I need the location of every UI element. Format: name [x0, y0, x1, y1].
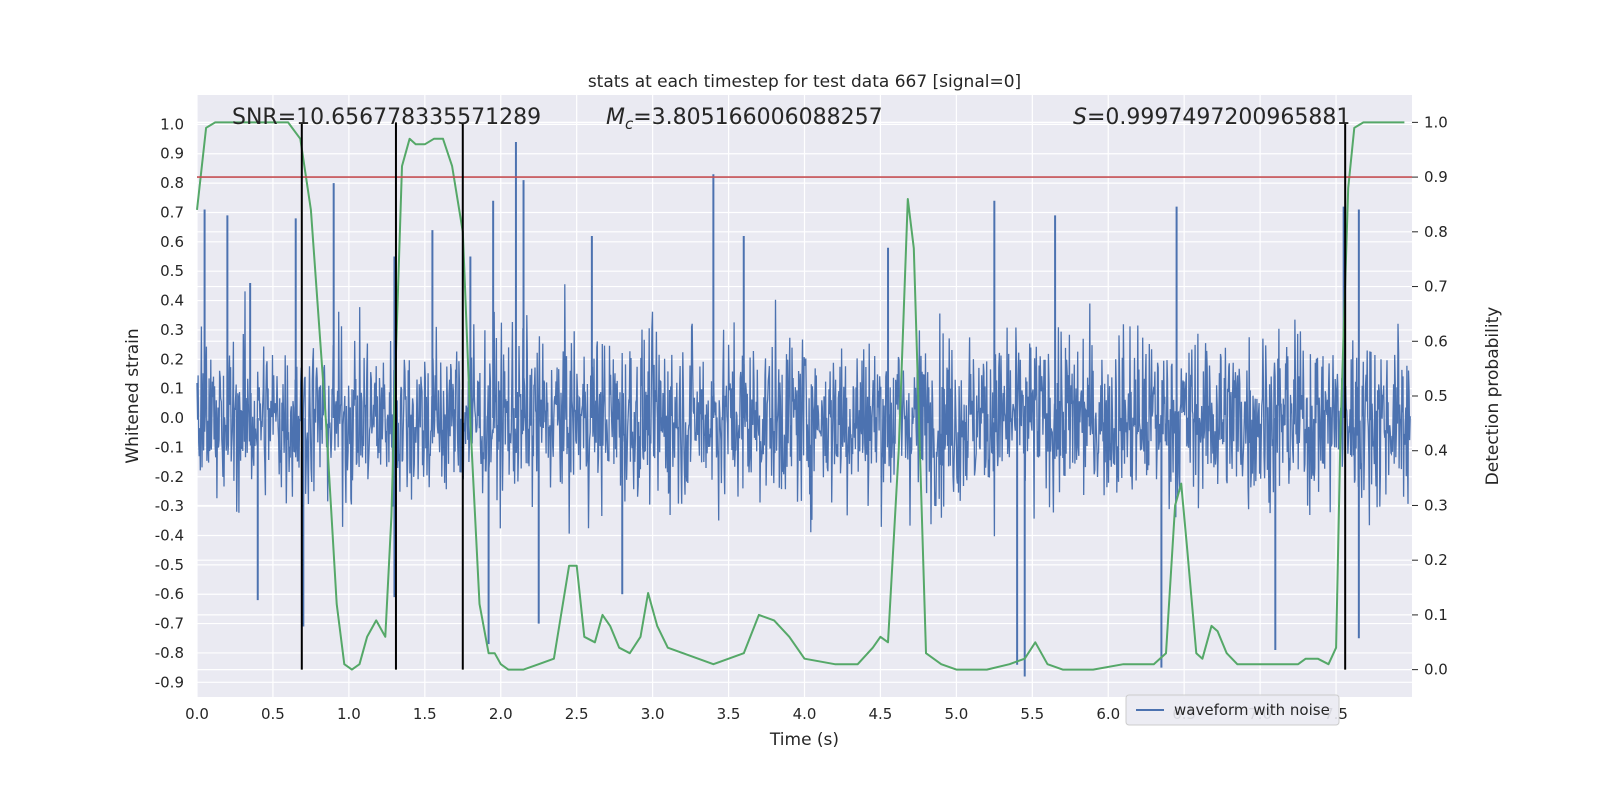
y-tick-label-left: 0.5 — [160, 262, 184, 280]
x-axis-label: Time (s) — [769, 730, 839, 750]
y-tick-label-right: 1.0 — [1424, 113, 1448, 131]
y-tick-label-right: 0.4 — [1424, 442, 1448, 460]
y-tick-label-left: 0.0 — [160, 409, 184, 427]
waveform-trace — [196, 284, 1411, 537]
mc-value: =3.805166006088257 — [633, 105, 882, 130]
x-tick-label: 2.0 — [489, 705, 513, 723]
y-tick-label-left: 0.8 — [160, 174, 184, 192]
y-tick-label-right: 0.6 — [1424, 332, 1448, 350]
chart-title: stats at each timestep for test data 667… — [588, 72, 1021, 92]
y-tick-label-right: 0.5 — [1424, 387, 1448, 405]
x-tick-label: 4.0 — [793, 705, 817, 723]
tick-labels: 0.00.51.01.52.02.53.03.54.04.55.05.56.06… — [155, 113, 1448, 723]
y-tick-label-left: 0.6 — [160, 233, 184, 251]
snr-annotation: SNR=10.656778335571289 — [232, 105, 541, 130]
y-tick-label-right: 0.2 — [1424, 551, 1448, 569]
x-tick-label: 3.0 — [641, 705, 665, 723]
y-tick-label-left: -0.2 — [155, 468, 184, 486]
x-tick-label: 6.0 — [1096, 705, 1120, 723]
y-tick-label-right: 0.1 — [1424, 606, 1448, 624]
mc-symbol: M — [606, 105, 625, 130]
y-tick-label-left: 0.3 — [160, 321, 184, 339]
y-tick-label-right: 0.8 — [1424, 223, 1448, 241]
x-tick-label: 4.5 — [869, 705, 893, 723]
s-symbol: S — [1073, 105, 1087, 130]
y-tick-label-left: 0.1 — [160, 380, 184, 398]
legend-entry-waveform: waveform with noise — [1174, 701, 1330, 719]
x-tick-label: 5.5 — [1020, 705, 1044, 723]
y-tick-label-left: 0.7 — [160, 203, 184, 221]
x-tick-label: 3.5 — [717, 705, 741, 723]
marker-lines — [197, 122, 1412, 670]
x-tick-label: 5.0 — [944, 705, 968, 723]
s-value: =0.9997497200965881 — [1087, 105, 1350, 130]
y-tick-label-left: -0.9 — [155, 673, 184, 691]
x-tick-label: 1.0 — [337, 705, 361, 723]
waveform-series — [196, 141, 1411, 677]
s-annotation: S=0.9997497200965881 — [1073, 105, 1350, 130]
y-tick-label-right: 0.7 — [1424, 278, 1448, 296]
y-tick-label-left: 0.4 — [160, 292, 184, 310]
legend-box — [1125, 694, 1340, 726]
y-tick-label-left: -0.1 — [155, 438, 184, 456]
x-tick-label: 0.5 — [261, 705, 285, 723]
y-tick-label-left: 0.2 — [160, 350, 184, 368]
y-tick-label-left: -0.7 — [155, 615, 184, 633]
y-tick-label-left: -0.8 — [155, 644, 184, 662]
y-tick-label-right: 0.0 — [1424, 661, 1448, 679]
chirp-mass-annotation: Mc=3.805166006088257 — [606, 105, 883, 133]
y-tick-label-left: 0.9 — [160, 145, 184, 163]
y-tick-label-left: -0.6 — [155, 585, 184, 603]
x-tick-label: 2.5 — [565, 705, 589, 723]
x-tick-label: 1.5 — [413, 705, 437, 723]
x-tick-label: 0.0 — [185, 705, 209, 723]
y-axis-label-left: Whitened strain — [123, 328, 143, 463]
y-tick-label-left: -0.3 — [155, 497, 184, 515]
y-axis-label-right: Detection probability — [1483, 307, 1503, 486]
y-tick-label-right: 0.9 — [1424, 168, 1448, 186]
mc-subscript: c — [625, 115, 634, 133]
y-tick-label-right: 0.3 — [1424, 496, 1448, 514]
legend: waveform with noise — [1125, 694, 1340, 726]
detection-probability-line — [196, 121, 1405, 671]
y-tick-label-left: -0.5 — [155, 556, 184, 574]
probability-series — [196, 121, 1405, 671]
y-tick-label-left: 1.0 — [160, 115, 184, 133]
y-tick-label-left: -0.4 — [155, 526, 184, 544]
